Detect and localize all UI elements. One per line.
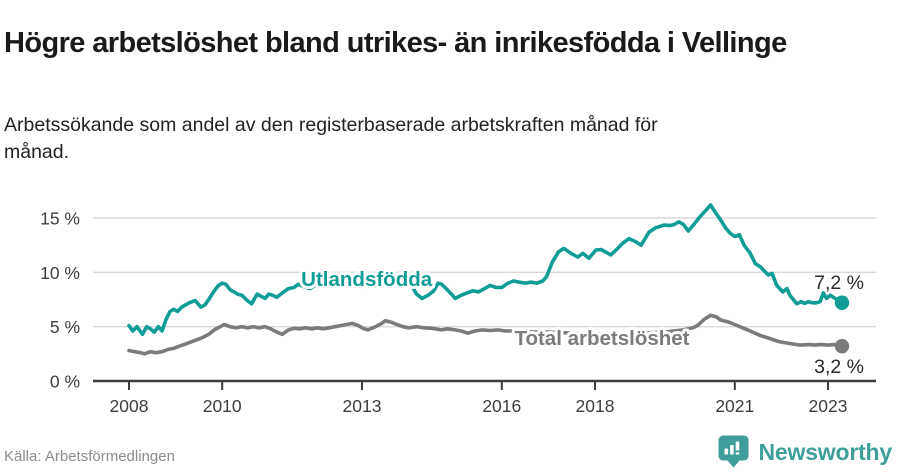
y-tick-label: 5 % — [50, 317, 80, 337]
x-tick-label: 2018 — [576, 396, 615, 416]
x-tick-label: 2013 — [343, 396, 382, 416]
x-tick-label: 2021 — [715, 396, 754, 416]
y-tick-label: 0 % — [50, 372, 80, 392]
series-end-value-label: 7,2 % — [814, 272, 864, 294]
x-tick-label: 2010 — [203, 396, 242, 416]
x-tick-label: 2023 — [809, 396, 848, 416]
gridlines — [93, 217, 876, 328]
chart-subtitle: Arbetssökande som andel av den registerb… — [4, 113, 658, 163]
newsworthy-logo[interactable]: Newsworthy — [717, 434, 892, 470]
y-tick-label: 15 % — [40, 208, 80, 228]
series-line-utlandsfodda — [127, 203, 844, 337]
page-title: Högre arbetslöshet bland utrikes- än inr… — [4, 27, 787, 60]
series-end-value-label: 3,2 % — [814, 356, 864, 378]
series-inline-label: Utlandsfödda — [301, 268, 433, 291]
x-tick-label: 2016 — [482, 396, 521, 416]
series-end-dot — [834, 339, 850, 354]
series-end-dot — [834, 295, 850, 310]
newsworthy-chart-bubble-icon — [718, 435, 749, 468]
source-note: Källa: Arbetsförmedlingen — [4, 448, 175, 465]
newsworthy-wordmark: Newsworthy — [758, 438, 893, 465]
y-tick-label: 10 % — [40, 263, 80, 283]
chart-series — [127, 203, 850, 356]
x-tick-label: 2008 — [110, 396, 149, 416]
chart-labels: 0 % 5 % 10 % 15 % 2008 2010 2013 2016 2018 2021 20… — [40, 208, 864, 416]
x-axis — [93, 379, 876, 390]
series-inline-label: Total arbetslöshet — [514, 327, 689, 350]
series-line-total — [127, 313, 844, 356]
